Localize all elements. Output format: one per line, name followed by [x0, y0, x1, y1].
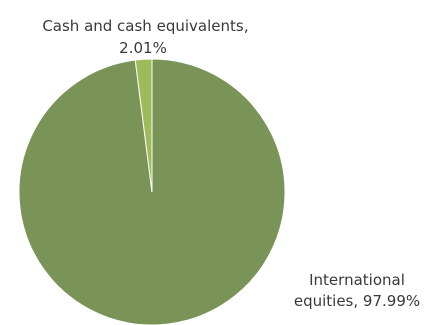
- slice-label-cash-comma: ,: [244, 17, 249, 35]
- slice-label-intl-name-line2: equities, 97.99%: [294, 292, 420, 310]
- slice-label-intl-value: 97.99%: [363, 292, 420, 310]
- slice-label-cash-name: Cash and cash equivalents: [42, 17, 244, 35]
- pie-slices: [18, 58, 286, 325]
- slice-label-cash-value: 2.01%: [119, 39, 167, 57]
- pie-slice-cash-and-cash-equivalents: [134, 58, 153, 193]
- slice-label-intl-name-line1: International: [309, 271, 405, 289]
